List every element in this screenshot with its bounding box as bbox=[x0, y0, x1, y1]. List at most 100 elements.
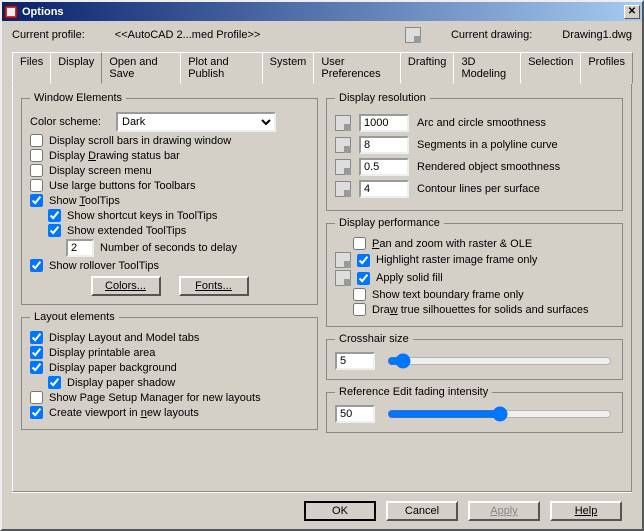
current-drawing-label: Current drawing: bbox=[451, 29, 532, 41]
silhouettes-label: Draw true silhouettes for solids and sur… bbox=[372, 304, 588, 316]
refedit-input[interactable] bbox=[335, 405, 375, 423]
tab-files[interactable]: Files bbox=[12, 52, 51, 84]
scroll-bars-check[interactable] bbox=[30, 134, 43, 147]
tab-open-save[interactable]: Open and Save bbox=[101, 52, 181, 84]
refedit-legend: Reference Edit fading intensity bbox=[335, 386, 492, 398]
layout-tabs-check[interactable] bbox=[30, 331, 43, 344]
page-setup-check[interactable] bbox=[30, 391, 43, 404]
tab-body: Window Elements Color scheme: Dark Displ… bbox=[12, 84, 632, 492]
layout-elements-legend: Layout elements bbox=[30, 311, 119, 323]
arc-label: Arc and circle smoothness bbox=[417, 117, 546, 129]
page-setup-label: Show Page Setup Manager for new layouts bbox=[49, 392, 261, 404]
status-bar-label: Display Drawing status bar bbox=[49, 150, 180, 162]
status-bar-check[interactable] bbox=[30, 149, 43, 162]
cancel-button[interactable]: Cancel bbox=[386, 501, 458, 521]
highlight-raster-label: Highlight raster image frame only bbox=[376, 254, 537, 266]
window-elements-legend: Window Elements bbox=[30, 92, 126, 104]
printable-area-check[interactable] bbox=[30, 346, 43, 359]
layout-tabs-label: Display Layout and Model tabs bbox=[49, 332, 199, 344]
scroll-bars-label: Display scroll bars in drawing window bbox=[49, 135, 231, 147]
colors-button[interactable]: Colors... bbox=[91, 276, 161, 296]
text-boundary-check[interactable] bbox=[353, 288, 366, 301]
dwg-icon bbox=[335, 270, 351, 286]
extended-tt-check[interactable] bbox=[48, 224, 61, 237]
left-column: Window Elements Color scheme: Dark Displ… bbox=[21, 92, 318, 483]
crosshair-slider[interactable] bbox=[387, 353, 612, 369]
fonts-button[interactable]: Fonts... bbox=[179, 276, 249, 296]
color-scheme-label: Color scheme: bbox=[30, 116, 110, 128]
crosshair-legend: Crosshair size bbox=[335, 333, 413, 345]
screen-menu-check[interactable] bbox=[30, 164, 43, 177]
paper-shadow-check[interactable] bbox=[48, 376, 61, 389]
dwg-icon bbox=[335, 159, 351, 175]
close-button[interactable]: ✕ bbox=[624, 5, 640, 19]
tab-selection[interactable]: Selection bbox=[520, 52, 581, 84]
drawing-icon bbox=[405, 27, 421, 43]
tooltips-label: Show ToolTips bbox=[49, 195, 120, 207]
tab-plot-publish[interactable]: Plot and Publish bbox=[180, 52, 262, 84]
layout-elements-group: Layout elements Display Layout and Model… bbox=[21, 311, 318, 430]
current-drawing-value: Drawing1.dwg bbox=[562, 29, 632, 41]
paper-shadow-label: Display paper shadow bbox=[67, 377, 175, 389]
pan-zoom-check[interactable] bbox=[353, 237, 366, 250]
viewport-check[interactable] bbox=[30, 406, 43, 419]
seg-input[interactable] bbox=[359, 136, 409, 154]
paper-bg-label: Display paper background bbox=[49, 362, 177, 374]
highlight-raster-check[interactable] bbox=[357, 254, 370, 267]
rollover-check[interactable] bbox=[30, 259, 43, 272]
silhouettes-check[interactable] bbox=[353, 303, 366, 316]
window-title: Options bbox=[22, 6, 64, 18]
help-button[interactable]: Help bbox=[550, 501, 622, 521]
dwg-icon bbox=[335, 252, 351, 268]
shortcut-keys-check[interactable] bbox=[48, 209, 61, 222]
rollover-label: Show rollover ToolTips bbox=[49, 260, 159, 272]
large-buttons-check[interactable] bbox=[30, 179, 43, 192]
rend-input[interactable] bbox=[359, 158, 409, 176]
tab-drafting[interactable]: Drafting bbox=[400, 52, 455, 84]
refedit-group: Reference Edit fading intensity bbox=[326, 386, 623, 433]
dialog-buttons: OK Cancel Apply Help bbox=[12, 492, 632, 521]
tab-display[interactable]: Display bbox=[50, 52, 102, 84]
current-profile-value: <<AutoCAD 2...med Profile>> bbox=[115, 29, 261, 41]
contour-input[interactable] bbox=[359, 180, 409, 198]
window-elements-group: Window Elements Color scheme: Dark Displ… bbox=[21, 92, 318, 305]
tab-user-prefs[interactable]: User Preferences bbox=[313, 52, 401, 84]
crosshair-group: Crosshair size bbox=[326, 333, 623, 380]
delay-input[interactable] bbox=[66, 239, 94, 257]
title-bar: Options ✕ bbox=[2, 2, 642, 21]
extended-tt-label: Show extended ToolTips bbox=[67, 225, 186, 237]
display-resolution-group: Display resolution Arc and circle smooth… bbox=[326, 92, 623, 211]
ok-button[interactable]: OK bbox=[304, 501, 376, 521]
current-profile-label: Current profile: bbox=[12, 29, 85, 41]
large-buttons-label: Use large buttons for Toolbars bbox=[49, 180, 196, 192]
apply-button[interactable]: Apply bbox=[468, 501, 540, 521]
display-performance-legend: Display performance bbox=[335, 217, 444, 229]
display-performance-group: Display performance Pan and zoom with ra… bbox=[326, 217, 623, 327]
text-boundary-label: Show text boundary frame only bbox=[372, 289, 524, 301]
display-resolution-legend: Display resolution bbox=[335, 92, 430, 104]
printable-area-label: Display printable area bbox=[49, 347, 155, 359]
right-column: Display resolution Arc and circle smooth… bbox=[326, 92, 623, 483]
dwg-icon bbox=[335, 181, 351, 197]
app-icon bbox=[4, 5, 18, 19]
tab-system[interactable]: System bbox=[262, 52, 315, 84]
delay-label: Number of seconds to delay bbox=[100, 242, 237, 254]
pan-zoom-label: Pan and zoom with raster & OLE bbox=[372, 238, 532, 250]
crosshair-input[interactable] bbox=[335, 352, 375, 370]
tooltips-check[interactable] bbox=[30, 194, 43, 207]
solid-fill-label: Apply solid fill bbox=[376, 272, 443, 284]
rend-label: Rendered object smoothness bbox=[417, 161, 560, 173]
dwg-icon bbox=[335, 115, 351, 131]
options-dialog: Options ✕ Current profile: <<AutoCAD 2..… bbox=[0, 0, 644, 531]
seg-label: Segments in a polyline curve bbox=[417, 139, 558, 151]
viewport-label: Create viewport in new layouts bbox=[49, 407, 199, 419]
dwg-icon bbox=[335, 137, 351, 153]
refedit-slider[interactable] bbox=[387, 406, 612, 422]
tab-3d-modeling[interactable]: 3D Modeling bbox=[453, 52, 521, 84]
shortcut-keys-label: Show shortcut keys in ToolTips bbox=[67, 210, 217, 222]
color-scheme-select[interactable]: Dark bbox=[116, 112, 276, 132]
paper-bg-check[interactable] bbox=[30, 361, 43, 374]
arc-input[interactable] bbox=[359, 114, 409, 132]
tab-profiles[interactable]: Profiles bbox=[580, 52, 633, 84]
solid-fill-check[interactable] bbox=[357, 272, 370, 285]
